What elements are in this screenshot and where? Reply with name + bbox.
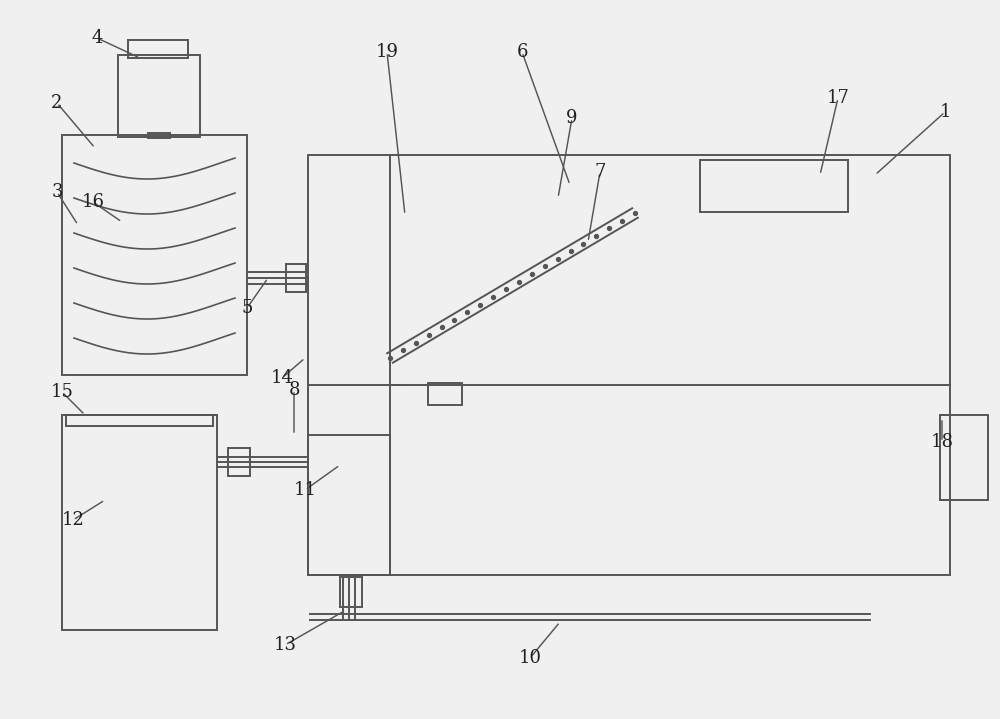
- Text: 11: 11: [294, 481, 316, 499]
- Text: 18: 18: [930, 433, 954, 451]
- Bar: [128, 40, 188, 58]
- Bar: [118, 55, 200, 137]
- Bar: [286, 264, 306, 292]
- Text: 9: 9: [566, 109, 578, 127]
- Bar: [62, 135, 247, 375]
- Bar: [66, 415, 213, 426]
- Bar: [228, 448, 250, 476]
- Bar: [700, 160, 848, 212]
- Text: 6: 6: [516, 43, 528, 61]
- Bar: [340, 577, 362, 607]
- Text: 16: 16: [82, 193, 104, 211]
- Text: 1: 1: [939, 103, 951, 121]
- Bar: [428, 383, 462, 405]
- Bar: [940, 415, 988, 500]
- Bar: [62, 415, 217, 630]
- Text: 17: 17: [827, 89, 849, 107]
- Text: 3: 3: [51, 183, 63, 201]
- Text: 19: 19: [376, 43, 398, 61]
- Text: 12: 12: [62, 511, 84, 529]
- Text: 2: 2: [51, 94, 63, 112]
- Text: 15: 15: [51, 383, 73, 401]
- Bar: [308, 435, 390, 575]
- Bar: [148, 133, 170, 138]
- Bar: [308, 155, 950, 575]
- Text: 14: 14: [271, 369, 293, 387]
- Text: 13: 13: [274, 636, 296, 654]
- Text: 5: 5: [241, 299, 253, 317]
- Text: 8: 8: [288, 381, 300, 399]
- Text: 10: 10: [518, 649, 542, 667]
- Text: 7: 7: [594, 163, 606, 181]
- Text: 4: 4: [91, 29, 103, 47]
